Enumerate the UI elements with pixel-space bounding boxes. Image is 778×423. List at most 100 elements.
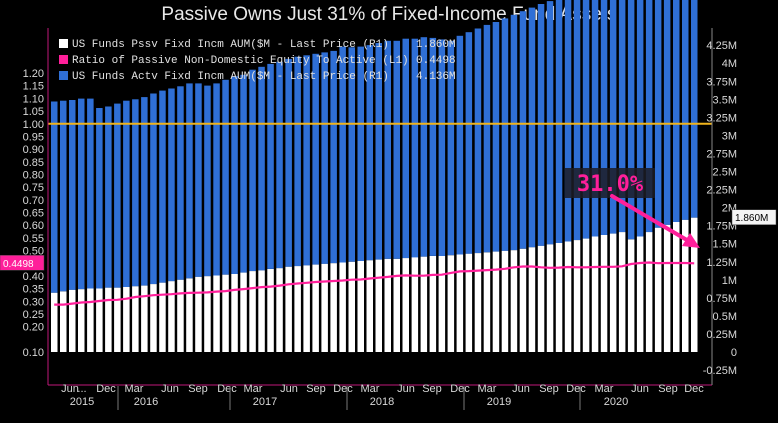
active-bar [519,11,527,249]
passive-bar [447,255,455,352]
active-bar [393,40,400,259]
passive-bar [636,236,644,352]
passive-bar [673,222,680,352]
active-bar [330,50,337,264]
annotation-arrow-shaft [610,194,694,245]
x-month-label: Dec [684,383,704,395]
active-bar [501,18,509,251]
active-bar [528,7,536,248]
passive-bar [213,275,220,352]
axes-layer: 0.100.200.250.300.350.400.450.500.550.60… [23,28,737,410]
left-tick-label: 0.85 [23,157,44,169]
bars-layer [51,0,698,353]
passive-bar [411,257,419,352]
passive-last-value-badge-text: 1.860M [735,213,768,224]
passive-bar [420,256,428,352]
active-bar [159,90,166,283]
last-value-badges: 0.44984.136M1.860M [0,209,777,271]
passive-bar [87,288,94,352]
passive-bar [465,253,473,352]
active-bar [474,28,482,253]
active-bar [609,0,617,234]
right-tick-label: 2.75M [706,148,737,160]
x-month-label: Dec [96,383,116,395]
legend-swatch [59,55,68,64]
active-bar [96,108,103,289]
passive-bar [159,282,166,352]
right-tick-label: 1.25M [706,257,737,269]
active-bar [132,99,139,287]
right-tick-label: 3M [722,130,737,142]
passive-bar [330,263,337,352]
active-bar [222,79,229,275]
passive-bar [249,271,256,352]
left-tick-label: 0.95 [23,131,44,143]
active-bar [663,0,671,225]
active-bar [537,4,545,246]
legend-label: US Funds Actv Fixd Incm AUM($M - Last Pr… [72,71,389,83]
passive-bar [564,241,572,352]
passive-bar [150,284,157,352]
passive-bar [222,274,229,352]
active-bar [645,0,653,233]
passive-bar [537,245,545,352]
passive-bar [591,236,599,352]
ratio-line [54,261,695,306]
right-tick-label: 2.25M [706,185,737,197]
passive-bar [510,250,518,352]
x-year-label: 2020 [604,396,628,408]
x-month-label: Sep [188,383,208,395]
legend-swatch [59,39,68,48]
active-bar [636,0,644,237]
active-bar [465,32,473,254]
passive-bar [105,287,112,352]
x-month-label: Sep [422,383,442,395]
x-month-label: Dec [333,383,353,395]
passive-bar [645,232,653,352]
passive-bar [492,251,500,352]
passive-bar [691,217,698,352]
active-bar [87,98,94,289]
left-tick-label: 1.00 [23,119,44,131]
passive-bar [177,279,184,352]
passive-bar [402,258,409,352]
ratio-last-value-badge-box [0,255,45,271]
x-month-label: Sep [658,383,678,395]
right-tick-label: 2.5M [713,167,737,179]
active-bar [303,55,310,266]
passive-bar [303,265,310,352]
left-tick-label: 0.40 [23,271,44,283]
active-bar [438,39,446,257]
x-month-label: Mar [478,383,497,395]
active-bar [114,103,121,288]
active-bar [168,88,175,282]
annotation-arrow-head [682,233,700,248]
right-tick-label: 0.25M [706,329,737,341]
right-tick-label: 0.5M [713,311,737,323]
x-year-label: 2016 [134,396,158,408]
active-bar [555,0,563,243]
active-bar [186,83,193,279]
passive-bar [438,256,446,352]
active-bar [312,53,319,265]
legend-swatch [59,71,68,80]
x-month-label: Jun [397,383,415,395]
passive-bar [357,261,364,352]
left-tick-label: 0.75 [23,182,44,194]
active-bar [447,40,455,256]
legend-label: Ratio of Passive Non-Domestic Equity To … [72,55,409,67]
passive-bar [483,252,491,352]
active-bar [213,83,220,276]
left-tick-label: 0.35 [23,284,44,296]
active-bar [591,0,599,237]
passive-last-value-badge-box [731,209,777,225]
active-bar [123,100,130,287]
active-bar [294,56,301,267]
legend-label: US Funds Pssv Fixd Incm AUM($M - Last Pr… [72,39,389,51]
active-bar [195,83,202,277]
active-bar [573,0,581,241]
left-tick-label: 1.20 [23,68,44,80]
passive-bar [600,235,608,352]
left-tick-label: 0.90 [23,144,44,156]
